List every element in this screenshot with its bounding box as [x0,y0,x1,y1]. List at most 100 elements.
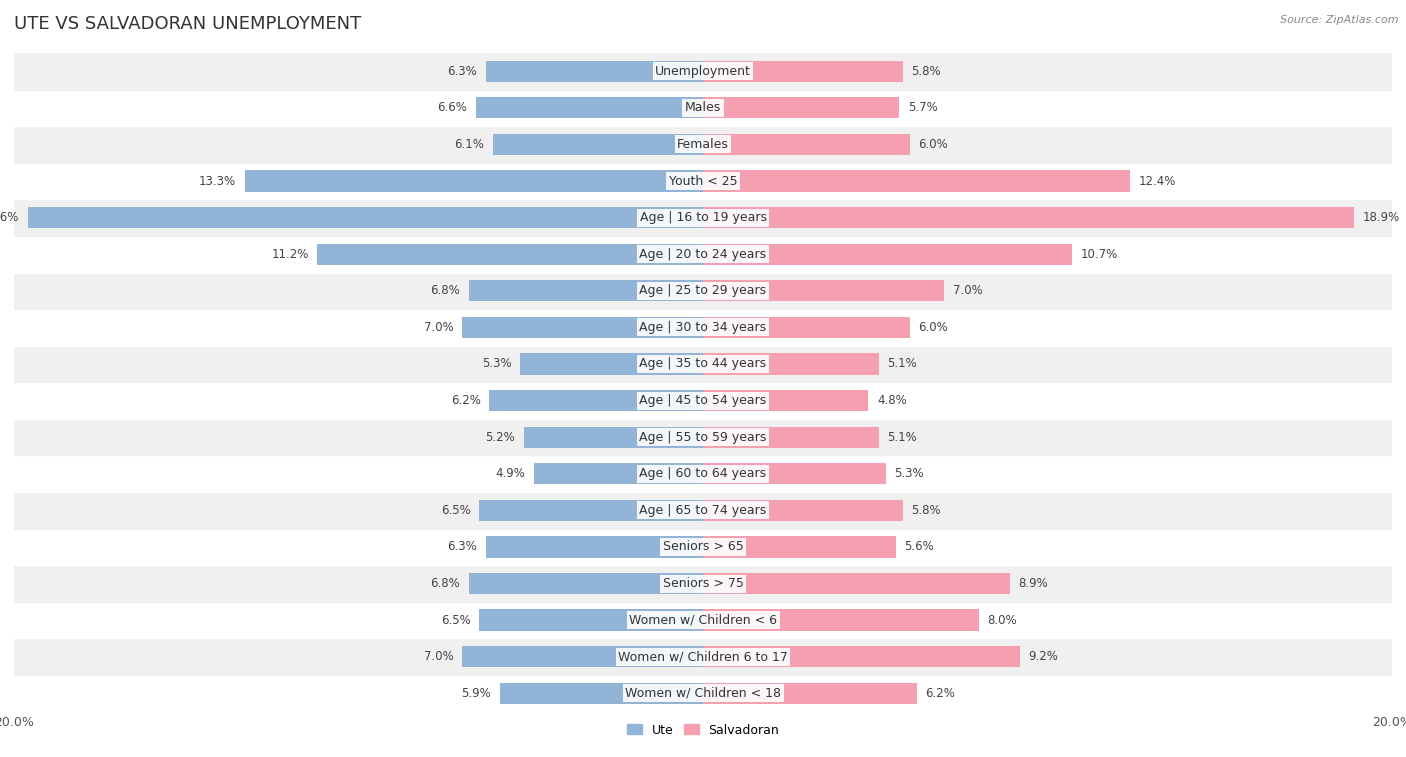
Bar [479,500,703,521]
Text: 6.2%: 6.2% [451,394,481,407]
Bar [14,346,1392,382]
Bar [14,675,1392,712]
Text: 7.0%: 7.0% [423,321,453,334]
Bar [703,500,903,521]
Bar [489,390,703,411]
Bar [703,97,900,119]
Text: 5.8%: 5.8% [911,504,941,517]
Bar [703,170,1130,192]
Text: 6.5%: 6.5% [440,504,471,517]
Text: 5.9%: 5.9% [461,687,491,699]
Bar [703,683,917,704]
Text: 5.8%: 5.8% [911,65,941,78]
Text: 5.7%: 5.7% [908,101,938,114]
Bar [468,573,703,594]
Bar [494,134,703,155]
Bar [703,134,910,155]
Bar [245,170,703,192]
Text: 6.5%: 6.5% [440,614,471,627]
Bar [703,646,1019,668]
Text: 8.0%: 8.0% [987,614,1017,627]
Text: 11.2%: 11.2% [271,248,308,260]
Bar [703,316,910,338]
Text: Unemployment: Unemployment [655,65,751,78]
Bar [14,638,1392,675]
Text: Youth < 25: Youth < 25 [669,175,737,188]
Text: Age | 45 to 54 years: Age | 45 to 54 years [640,394,766,407]
Bar [14,419,1392,456]
Text: 5.2%: 5.2% [485,431,515,444]
Bar [703,573,1010,594]
Text: 6.3%: 6.3% [447,540,478,553]
Bar [479,609,703,631]
Text: 5.1%: 5.1% [887,357,917,370]
Bar [14,492,1392,528]
Text: Age | 35 to 44 years: Age | 35 to 44 years [640,357,766,370]
Bar [318,244,703,265]
Bar [28,207,703,229]
Text: 7.0%: 7.0% [953,285,983,298]
Text: 4.9%: 4.9% [496,467,526,480]
Text: Age | 25 to 29 years: Age | 25 to 29 years [640,285,766,298]
Text: 6.3%: 6.3% [447,65,478,78]
Text: 6.8%: 6.8% [430,577,460,590]
Bar [703,426,879,448]
Bar [461,316,703,338]
Text: Source: ZipAtlas.com: Source: ZipAtlas.com [1281,15,1399,25]
Text: Age | 55 to 59 years: Age | 55 to 59 years [640,431,766,444]
Text: 5.6%: 5.6% [904,540,934,553]
Bar [703,61,903,82]
Text: 13.3%: 13.3% [200,175,236,188]
Bar [468,280,703,301]
Text: Age | 65 to 74 years: Age | 65 to 74 years [640,504,766,517]
Text: Women w/ Children < 6: Women w/ Children < 6 [628,614,778,627]
Text: 5.1%: 5.1% [887,431,917,444]
Text: Women w/ Children < 18: Women w/ Children < 18 [626,687,780,699]
Bar [520,354,703,375]
Text: UTE VS SALVADORAN UNEMPLOYMENT: UTE VS SALVADORAN UNEMPLOYMENT [14,15,361,33]
Text: 6.1%: 6.1% [454,138,484,151]
Bar [499,683,703,704]
Text: Males: Males [685,101,721,114]
Text: Age | 60 to 64 years: Age | 60 to 64 years [640,467,766,480]
Text: 7.0%: 7.0% [423,650,453,663]
Text: 19.6%: 19.6% [0,211,20,224]
Bar [486,61,703,82]
Text: 4.8%: 4.8% [877,394,907,407]
Text: Seniors > 65: Seniors > 65 [662,540,744,553]
Text: Age | 30 to 34 years: Age | 30 to 34 years [640,321,766,334]
Bar [703,244,1071,265]
Bar [14,382,1392,419]
Bar [14,565,1392,602]
Bar [14,199,1392,236]
Bar [703,354,879,375]
Bar [14,273,1392,309]
Bar [486,536,703,558]
Text: 6.2%: 6.2% [925,687,955,699]
Text: 5.3%: 5.3% [482,357,512,370]
Legend: Ute, Salvadoran: Ute, Salvadoran [621,718,785,742]
Bar [703,207,1354,229]
Text: Seniors > 75: Seniors > 75 [662,577,744,590]
Text: 5.3%: 5.3% [894,467,924,480]
Bar [14,163,1392,199]
Bar [14,602,1392,638]
Bar [703,609,979,631]
Text: 8.9%: 8.9% [1018,577,1047,590]
Bar [475,97,703,119]
Bar [534,463,703,484]
Text: 12.4%: 12.4% [1139,175,1177,188]
Bar [703,536,896,558]
Bar [703,390,869,411]
Text: Women w/ Children 6 to 17: Women w/ Children 6 to 17 [619,650,787,663]
Text: 6.8%: 6.8% [430,285,460,298]
Bar [14,89,1392,126]
Bar [14,456,1392,492]
Bar [14,528,1392,565]
Bar [524,426,703,448]
Text: 6.6%: 6.6% [437,101,467,114]
Bar [14,126,1392,163]
Text: 6.0%: 6.0% [918,138,948,151]
Text: 10.7%: 10.7% [1080,248,1118,260]
Text: Females: Females [678,138,728,151]
